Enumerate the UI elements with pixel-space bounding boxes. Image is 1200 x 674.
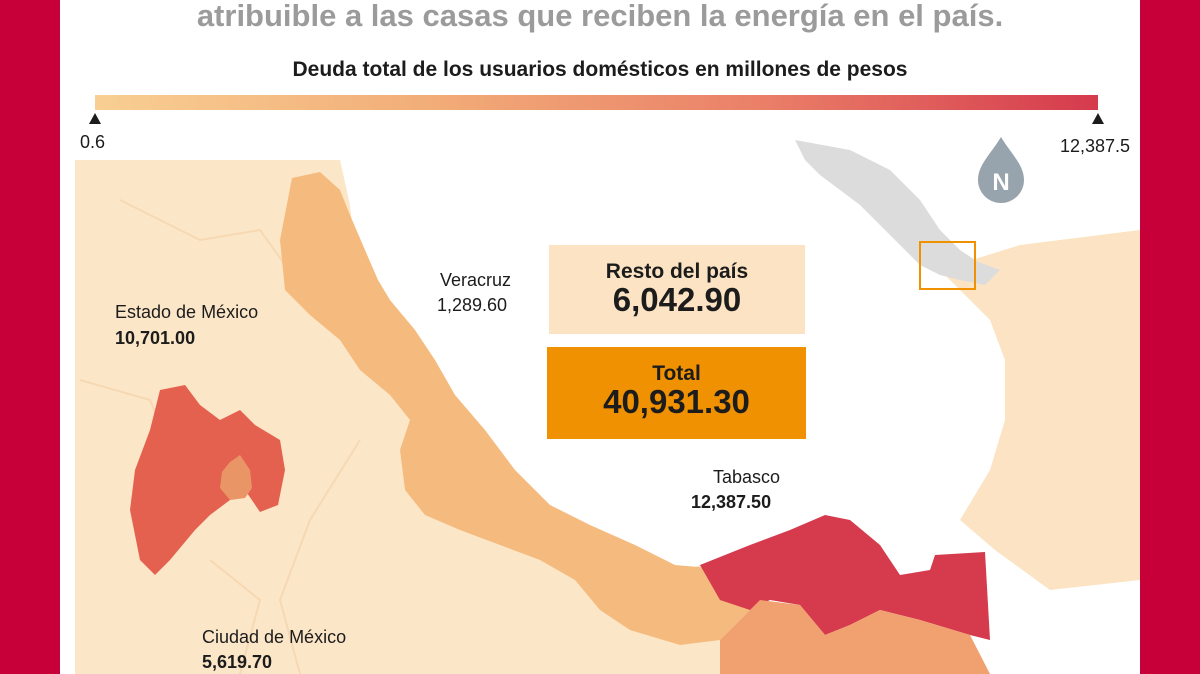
veracruz-value: 1,289.60 xyxy=(437,295,508,315)
svg-text:N: N xyxy=(992,169,1009,196)
infographic-panel: N atribuible a las casas que reciben la … xyxy=(60,0,1140,674)
regional-map: N xyxy=(75,137,1140,674)
tabasco-label: Tabasco xyxy=(713,467,781,487)
total-label: Total xyxy=(652,362,701,385)
veracruz-region xyxy=(280,172,750,645)
north-arrow-drop-icon: N xyxy=(978,137,1024,203)
scale-min-marker-icon xyxy=(89,113,101,124)
tabasco-region xyxy=(700,515,990,640)
ciudad-mexico-label: Ciudad de México xyxy=(202,627,347,647)
scale-max-label: 12,387.5 xyxy=(1060,136,1131,156)
estado-mexico-value: 10,701.00 xyxy=(115,328,196,348)
scale-min-label: 0.6 xyxy=(80,132,106,152)
yucatan-region xyxy=(940,230,1140,590)
color-scale-bar xyxy=(95,95,1098,110)
ciudad-mexico-region xyxy=(220,455,252,500)
scale-max-marker-icon xyxy=(1092,113,1104,124)
veracruz-label: Veracruz xyxy=(440,270,512,290)
ciudad-mexico-value: 5,619.70 xyxy=(202,652,273,672)
scale-title: Deuda total de los usuarios domésticos e… xyxy=(292,58,908,81)
estado-mexico-label: Estado de México xyxy=(115,302,259,322)
neighboring-states xyxy=(75,160,740,674)
estado-mexico-region xyxy=(130,385,285,575)
rest-of-country-box: Resto del país 6,042.90 xyxy=(549,245,805,334)
rest-value: 6,042.90 xyxy=(612,281,742,319)
inset-highlight-box xyxy=(919,241,976,290)
tabasco-value: 12,387.50 xyxy=(691,492,772,512)
total-value: 40,931.30 xyxy=(603,383,750,421)
rest-label: Resto del país xyxy=(605,260,749,283)
mexico-inset-map xyxy=(795,140,1000,290)
total-box: Total 40,931.30 xyxy=(547,347,806,439)
headline: atribuible a las casas que reciben la en… xyxy=(196,0,1004,33)
southern-states xyxy=(720,600,990,674)
